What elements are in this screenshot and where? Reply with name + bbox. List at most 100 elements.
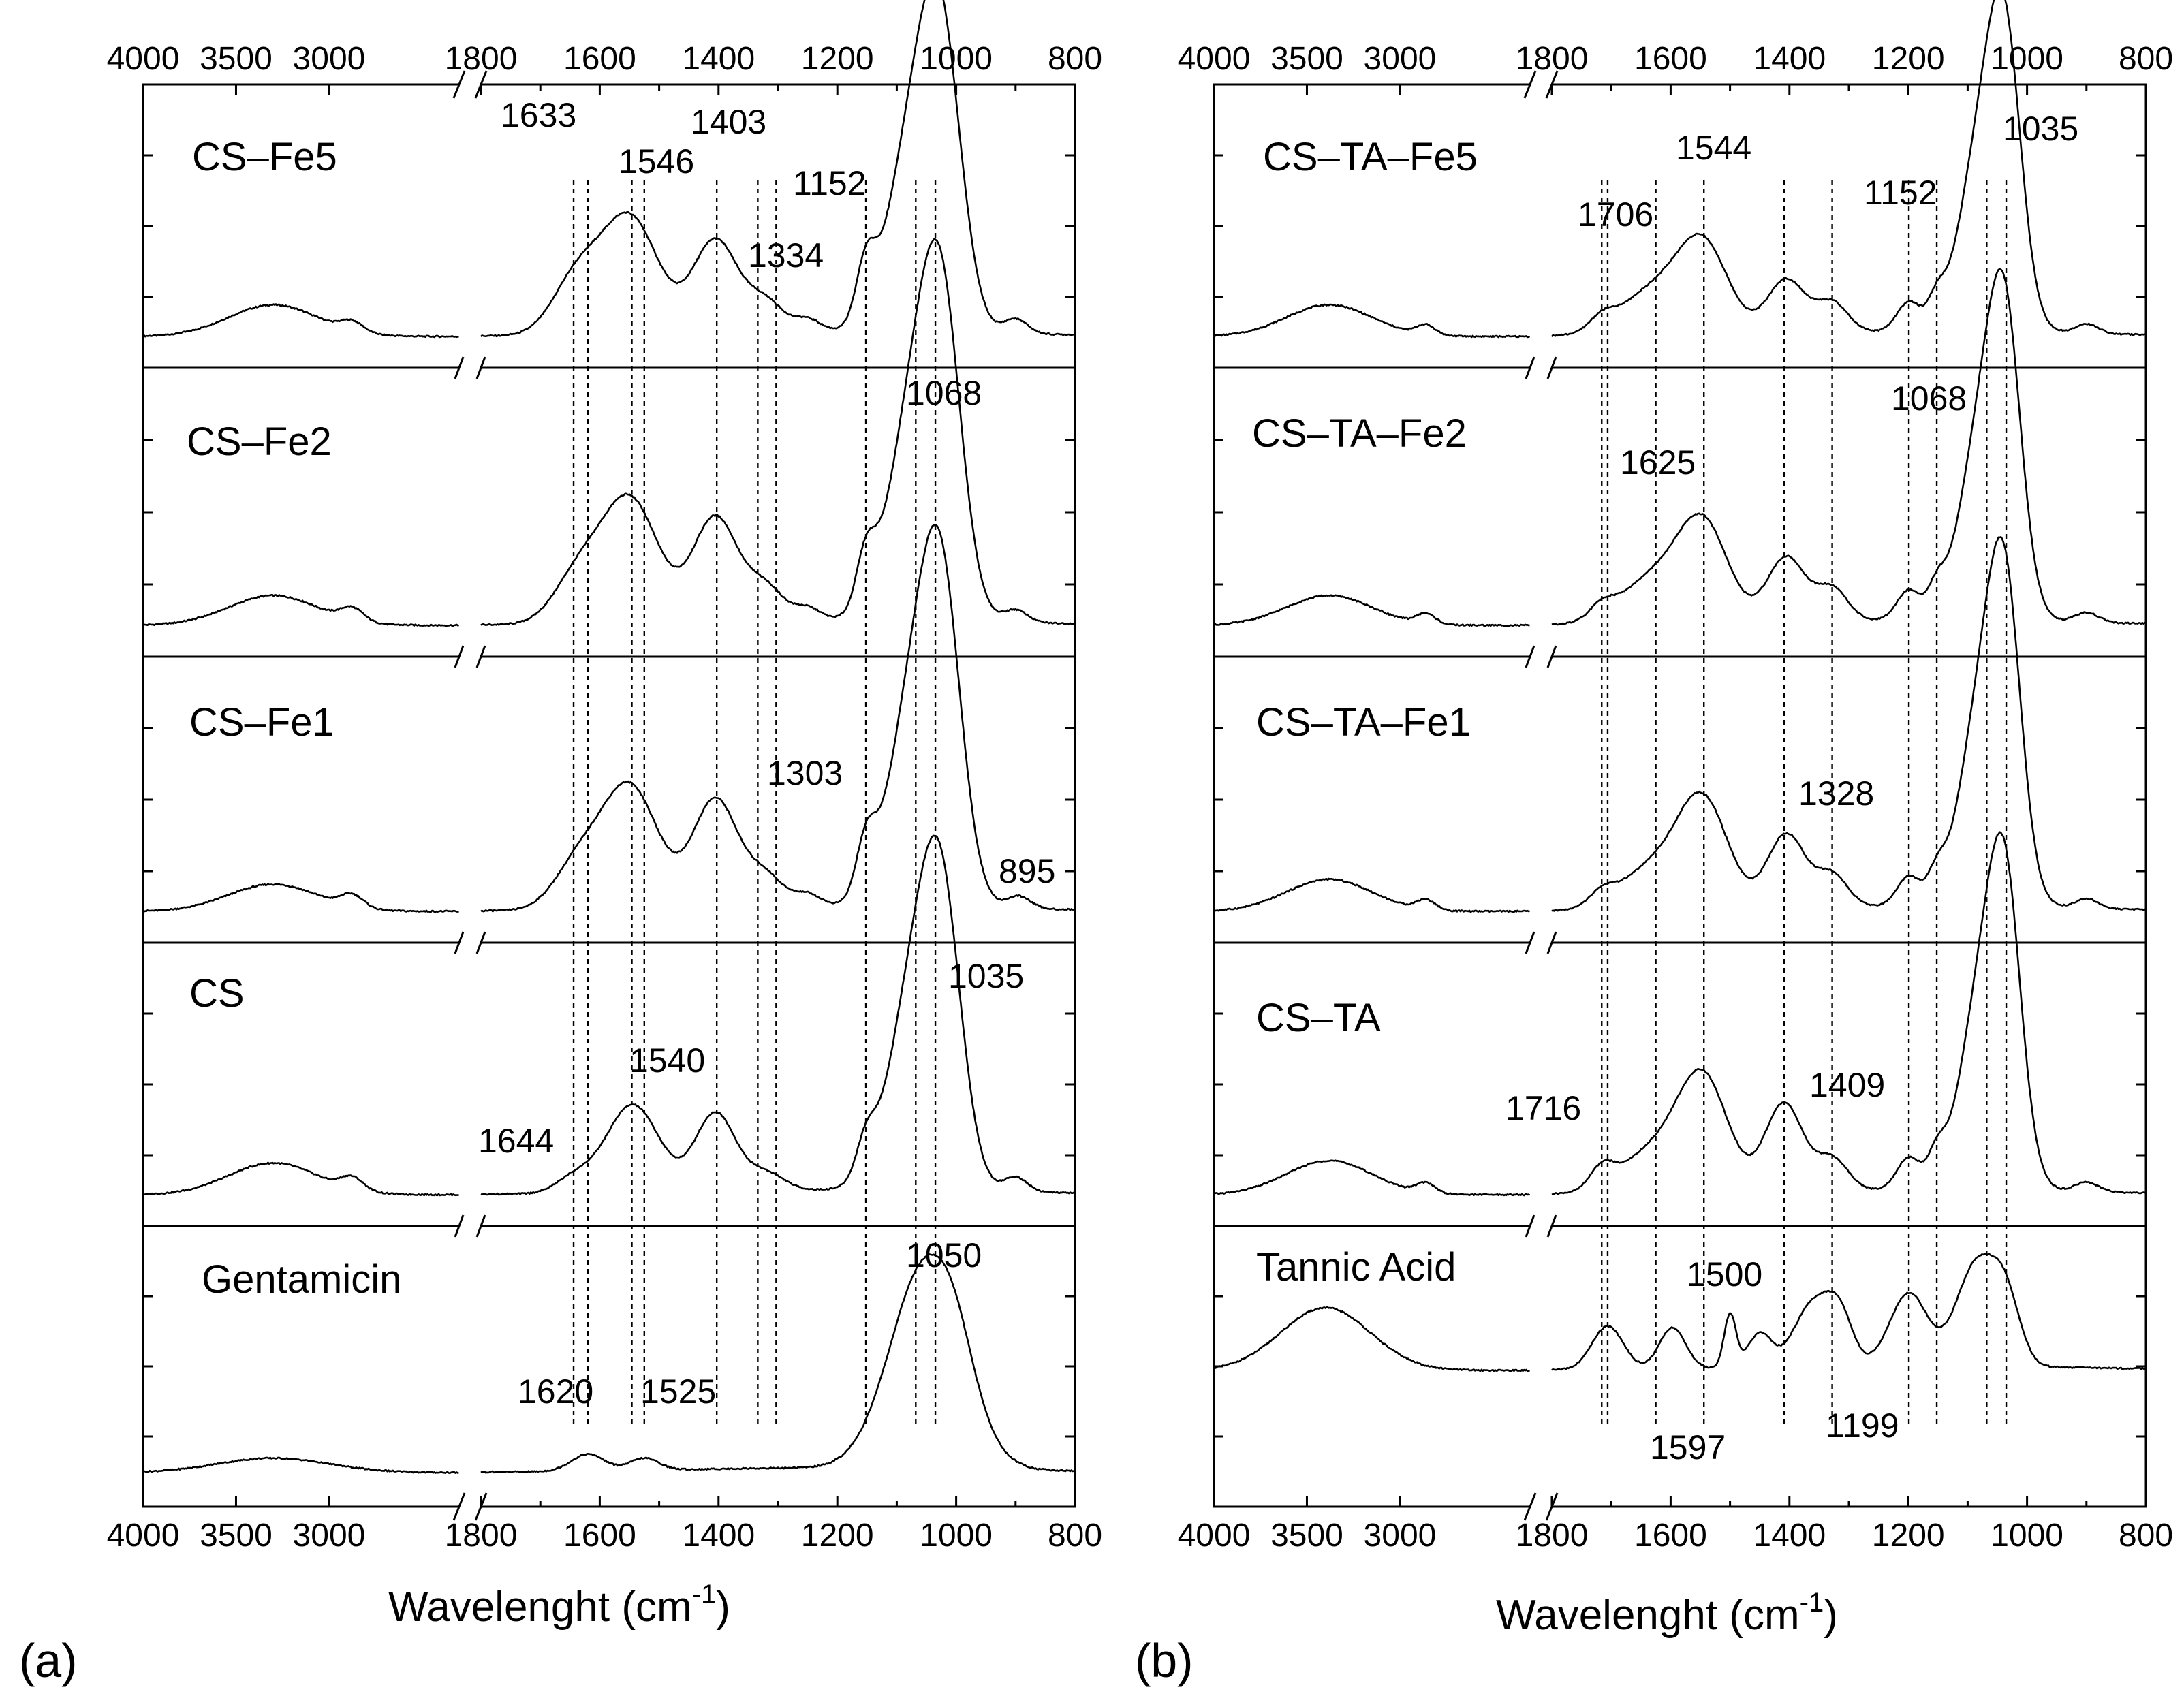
peak-label-1500: 1500 [1687,1255,1762,1293]
spectrum-cs-fe2-high [480,238,1076,626]
peak-label-1644: 1644 [478,1122,554,1160]
axis-break-mark [475,931,486,954]
panel-letter-a: (a) [19,1634,78,1687]
peak-label-1303: 1303 [767,754,843,792]
spectrum-cs-fe1-high [480,524,1076,913]
axis-break-gap [459,1222,481,1230]
axis-break-mark [1525,931,1535,954]
peak-label-1597: 1597 [1650,1428,1726,1466]
peak-label-1050: 1050 [906,1236,982,1274]
spectrum-cs-low [142,1161,459,1197]
peak-label-1403: 1403 [691,103,766,141]
x-tick-label-bottom: 800 [2119,1518,2173,1554]
x-tick-label-top: 3000 [1364,41,1437,77]
spectrum-cs-ta-fe5-high [1550,0,2147,338]
x-tick-label-bottom: 4000 [107,1518,180,1554]
axis-break-gap-top [1530,79,1552,90]
trace-label-cs-fe5: CS–Fe5 [192,135,337,179]
axis-break-gap [459,653,481,661]
axis-break-mark [454,1214,465,1238]
peak-label-1152: 1152 [793,164,867,202]
panel-b-plot: 4000 4000 3500 3500 3000 3000 1800 1800 1600 1600… [1178,0,2173,1554]
trace-label-tannic-acid: Tannic Acid [1256,1245,1456,1289]
x-tick-label-bottom: 1000 [1991,1518,2063,1554]
trace-label-cs-ta-fe2: CS–TA–Fe2 [1252,411,1467,456]
spectrum-cs-ta-fe5-low [1213,303,1531,339]
x-tick-label-top: 1000 [920,41,993,77]
x-axis-title-a: Wavelenght (cm-1) [388,1580,730,1631]
plot-frame-b [1213,83,2147,1508]
x-tick-label-top: 800 [1048,41,1102,77]
peak-label-895: 895 [999,852,1055,890]
x-tick-label-bottom: 4000 [1178,1518,1251,1554]
panel-a: CS–Fe5 CS–Fe2 CS–Fe1 CS Gentamicin 1633 … [19,96,1055,1687]
panel-letter-b: (b) [1135,1634,1194,1687]
axis-break-gap [1530,939,1552,947]
x-tick-label-top: 1200 [801,41,874,77]
x-tick-label-top: 3000 [293,41,366,77]
axis-break-gap [1530,1222,1552,1230]
axis-break-mark [1546,356,1557,379]
x-tick-label-bottom: 3000 [293,1518,366,1554]
peak-label-1199: 1199 [1826,1407,1899,1445]
x-tick-label-top: 3500 [1270,41,1343,77]
x-tick-label-top: 1600 [563,41,636,77]
spectrum-gentamicin-high [480,1253,1076,1474]
peak-label-1544: 1544 [1676,129,1751,167]
peak-label-1068: 1068 [906,374,982,412]
x-tick-label-top: 1600 [1634,41,1707,77]
spectrum-cs-ta-fe1-high [1551,536,2147,912]
peak-label-1068: 1068 [1891,379,1967,418]
axis-break-mark [1546,1214,1557,1238]
axis-break-mark [1523,1492,1537,1521]
axis-break-gap [459,939,481,947]
x-tick-label-bottom: 1600 [1634,1518,1707,1554]
panel-b: CS–TA–Fe5 CS–TA–Fe2 CS–TA–Fe1 CS–TA Tann… [1135,110,2078,1687]
chart-marks: 4000 4000 3500 3500 3000 3000 1800 1800 1600 1600… [107,0,2173,1554]
spectrum-cs-ta-high [1551,831,2147,1196]
peak-label-1546: 1546 [619,142,694,180]
peak-label-1620: 1620 [518,1372,593,1411]
peak-label-1035: 1035 [948,957,1024,995]
x-tick-label-bottom: 3500 [1270,1518,1343,1554]
trace-label-cs-ta-fe5: CS–TA–Fe5 [1263,135,1478,179]
spectrum-cs-ta-low [1213,1159,1530,1197]
x-tick-label-top: 1200 [1872,41,1945,77]
spectrum-cs-ta-fe2-high [1551,268,2147,626]
x-tick-label-bottom: 1200 [801,1518,874,1554]
peak-label-1716: 1716 [1506,1089,1581,1127]
axis-break-gap [459,364,481,372]
axis-break-gap [1530,653,1552,661]
axis-break-mark [454,356,465,379]
spectrum-gentamicin-low [142,1456,459,1474]
spectrum-cs-fe5-high [480,0,1076,338]
trace-label-cs-fe2: CS–Fe2 [187,420,332,464]
x-tick-label-bottom: 800 [1048,1518,1102,1554]
x-tick-label-bottom: 1800 [1516,1518,1589,1554]
x-tick-label-top: 1000 [1991,41,2063,77]
spectrum-tannic-acid-high [1551,1253,2147,1371]
x-tick-label-top: 3500 [200,41,272,77]
spectrum-cs-fe1-low [142,883,459,913]
x-tick-label-top: 1400 [682,41,755,77]
peak-label-1035: 1035 [2003,110,2078,148]
trace-label-gentamicin: Gentamicin [202,1257,401,1302]
axis-break-mark [1525,645,1535,668]
x-tick-label-top: 1400 [1753,41,1826,77]
peak-label-1625: 1625 [1620,443,1696,482]
axis-break-mark [1523,70,1537,99]
spectrum-tannic-acid-low [1213,1306,1530,1372]
x-tick-label-bottom: 1400 [1753,1518,1826,1554]
trace-label-cs: CS [189,971,245,1016]
peak-label-1633: 1633 [501,96,576,134]
trace-label-cs-ta: CS–TA [1256,996,1381,1040]
peak-label-1706: 1706 [1578,195,1653,234]
x-tick-label-bottom: 3500 [200,1518,272,1554]
panel-a-plot: 4000 4000 3500 3500 3000 3000 1800 1800 1600 1600… [107,0,1102,1554]
spectrum-cs-fe5-low [142,303,459,339]
axis-break-mark [1546,931,1557,954]
x-tick-label-bottom: 1400 [682,1518,755,1554]
axis-break-mark [1546,645,1557,668]
x-tick-label-bottom: 1000 [920,1518,993,1554]
